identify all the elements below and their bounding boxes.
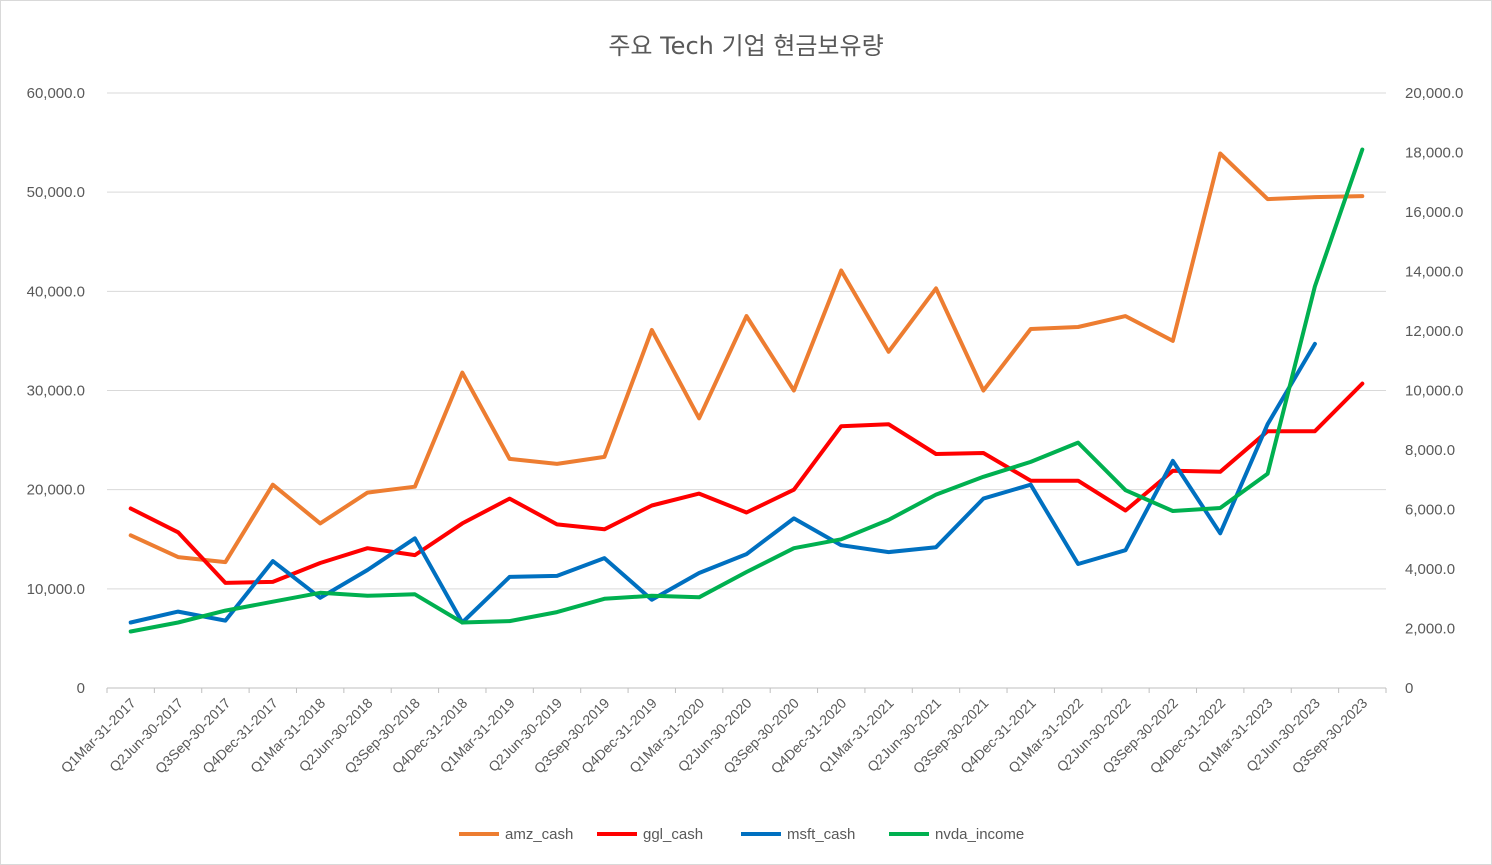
y-left-tick-label: 40,000.0 (27, 283, 85, 300)
y-right-tick-label: 4,000.0 (1405, 561, 1455, 578)
chart-title: 주요 Tech 기업 현금보유량 (608, 32, 884, 60)
y-left-tick-label: 10,000.0 (27, 581, 85, 598)
x-axis-ticks: Q1Mar-31-2017Q2Jun-30-2017Q3Sep-30-2017Q… (58, 688, 1387, 777)
y-left-tick-label: 0 (77, 680, 85, 697)
right-y-axis-ticks: 0 2,000.0 4,000.0 6,000.0 8,000.0 10,000.0 12,… (1405, 85, 1463, 697)
y-right-tick-label: 12,000.0 (1405, 323, 1463, 340)
y-right-tick-label: 14,000.0 (1405, 264, 1463, 281)
y-left-tick-label: 60,000.0 (27, 85, 85, 102)
y-right-tick-label: 20,000.0 (1405, 85, 1463, 102)
legend-label-msft_cash: msft_cash (787, 826, 855, 843)
series-line-ggl_cash (128, 381, 1365, 585)
y-right-tick-label: 8,000.0 (1405, 442, 1455, 459)
legend-label-ggl_cash: ggl_cash (643, 826, 703, 843)
y-right-tick-label: 10,000.0 (1405, 383, 1463, 400)
legend-label-nvda_income: nvda_income (935, 826, 1024, 843)
series-line-amz_cash (128, 151, 1365, 565)
y-right-tick-label: 2,000.0 (1405, 621, 1455, 638)
y-right-tick-label: 6,000.0 (1405, 502, 1455, 519)
y-right-tick-label: 16,000.0 (1405, 204, 1463, 221)
y-left-tick-label: 30,000.0 (27, 383, 85, 400)
series-line-msft_cash (128, 341, 1317, 625)
y-right-tick-label: 18,000.0 (1405, 145, 1463, 162)
series-line-nvda_income (128, 147, 1365, 634)
legend: amz_cash ggl_cash msft_cash nvda_income (459, 826, 1024, 843)
gridlines (107, 92, 1386, 689)
series-lines (128, 147, 1365, 634)
legend-label-amz_cash: amz_cash (505, 826, 573, 843)
y-left-tick-label: 50,000.0 (27, 184, 85, 201)
left-y-axis-ticks: 0 10,000.0 20,000.0 30,000.0 40,000.0 50,000.… (27, 85, 85, 697)
y-right-tick-label: 0 (1405, 680, 1413, 697)
y-left-tick-label: 20,000.0 (27, 482, 85, 499)
